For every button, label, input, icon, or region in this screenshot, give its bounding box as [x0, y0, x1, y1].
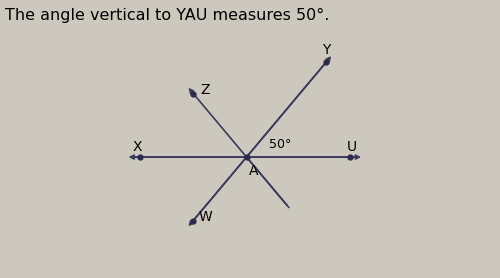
Text: X: X [133, 140, 142, 154]
Text: Z: Z [200, 83, 210, 97]
Text: W: W [198, 210, 212, 224]
Text: The angle vertical to YAU measures 50°.: The angle vertical to YAU measures 50°. [5, 8, 330, 23]
Text: Y: Y [322, 43, 330, 57]
Text: A: A [248, 164, 258, 178]
Text: 50°: 50° [269, 138, 291, 152]
Text: U: U [347, 140, 357, 154]
